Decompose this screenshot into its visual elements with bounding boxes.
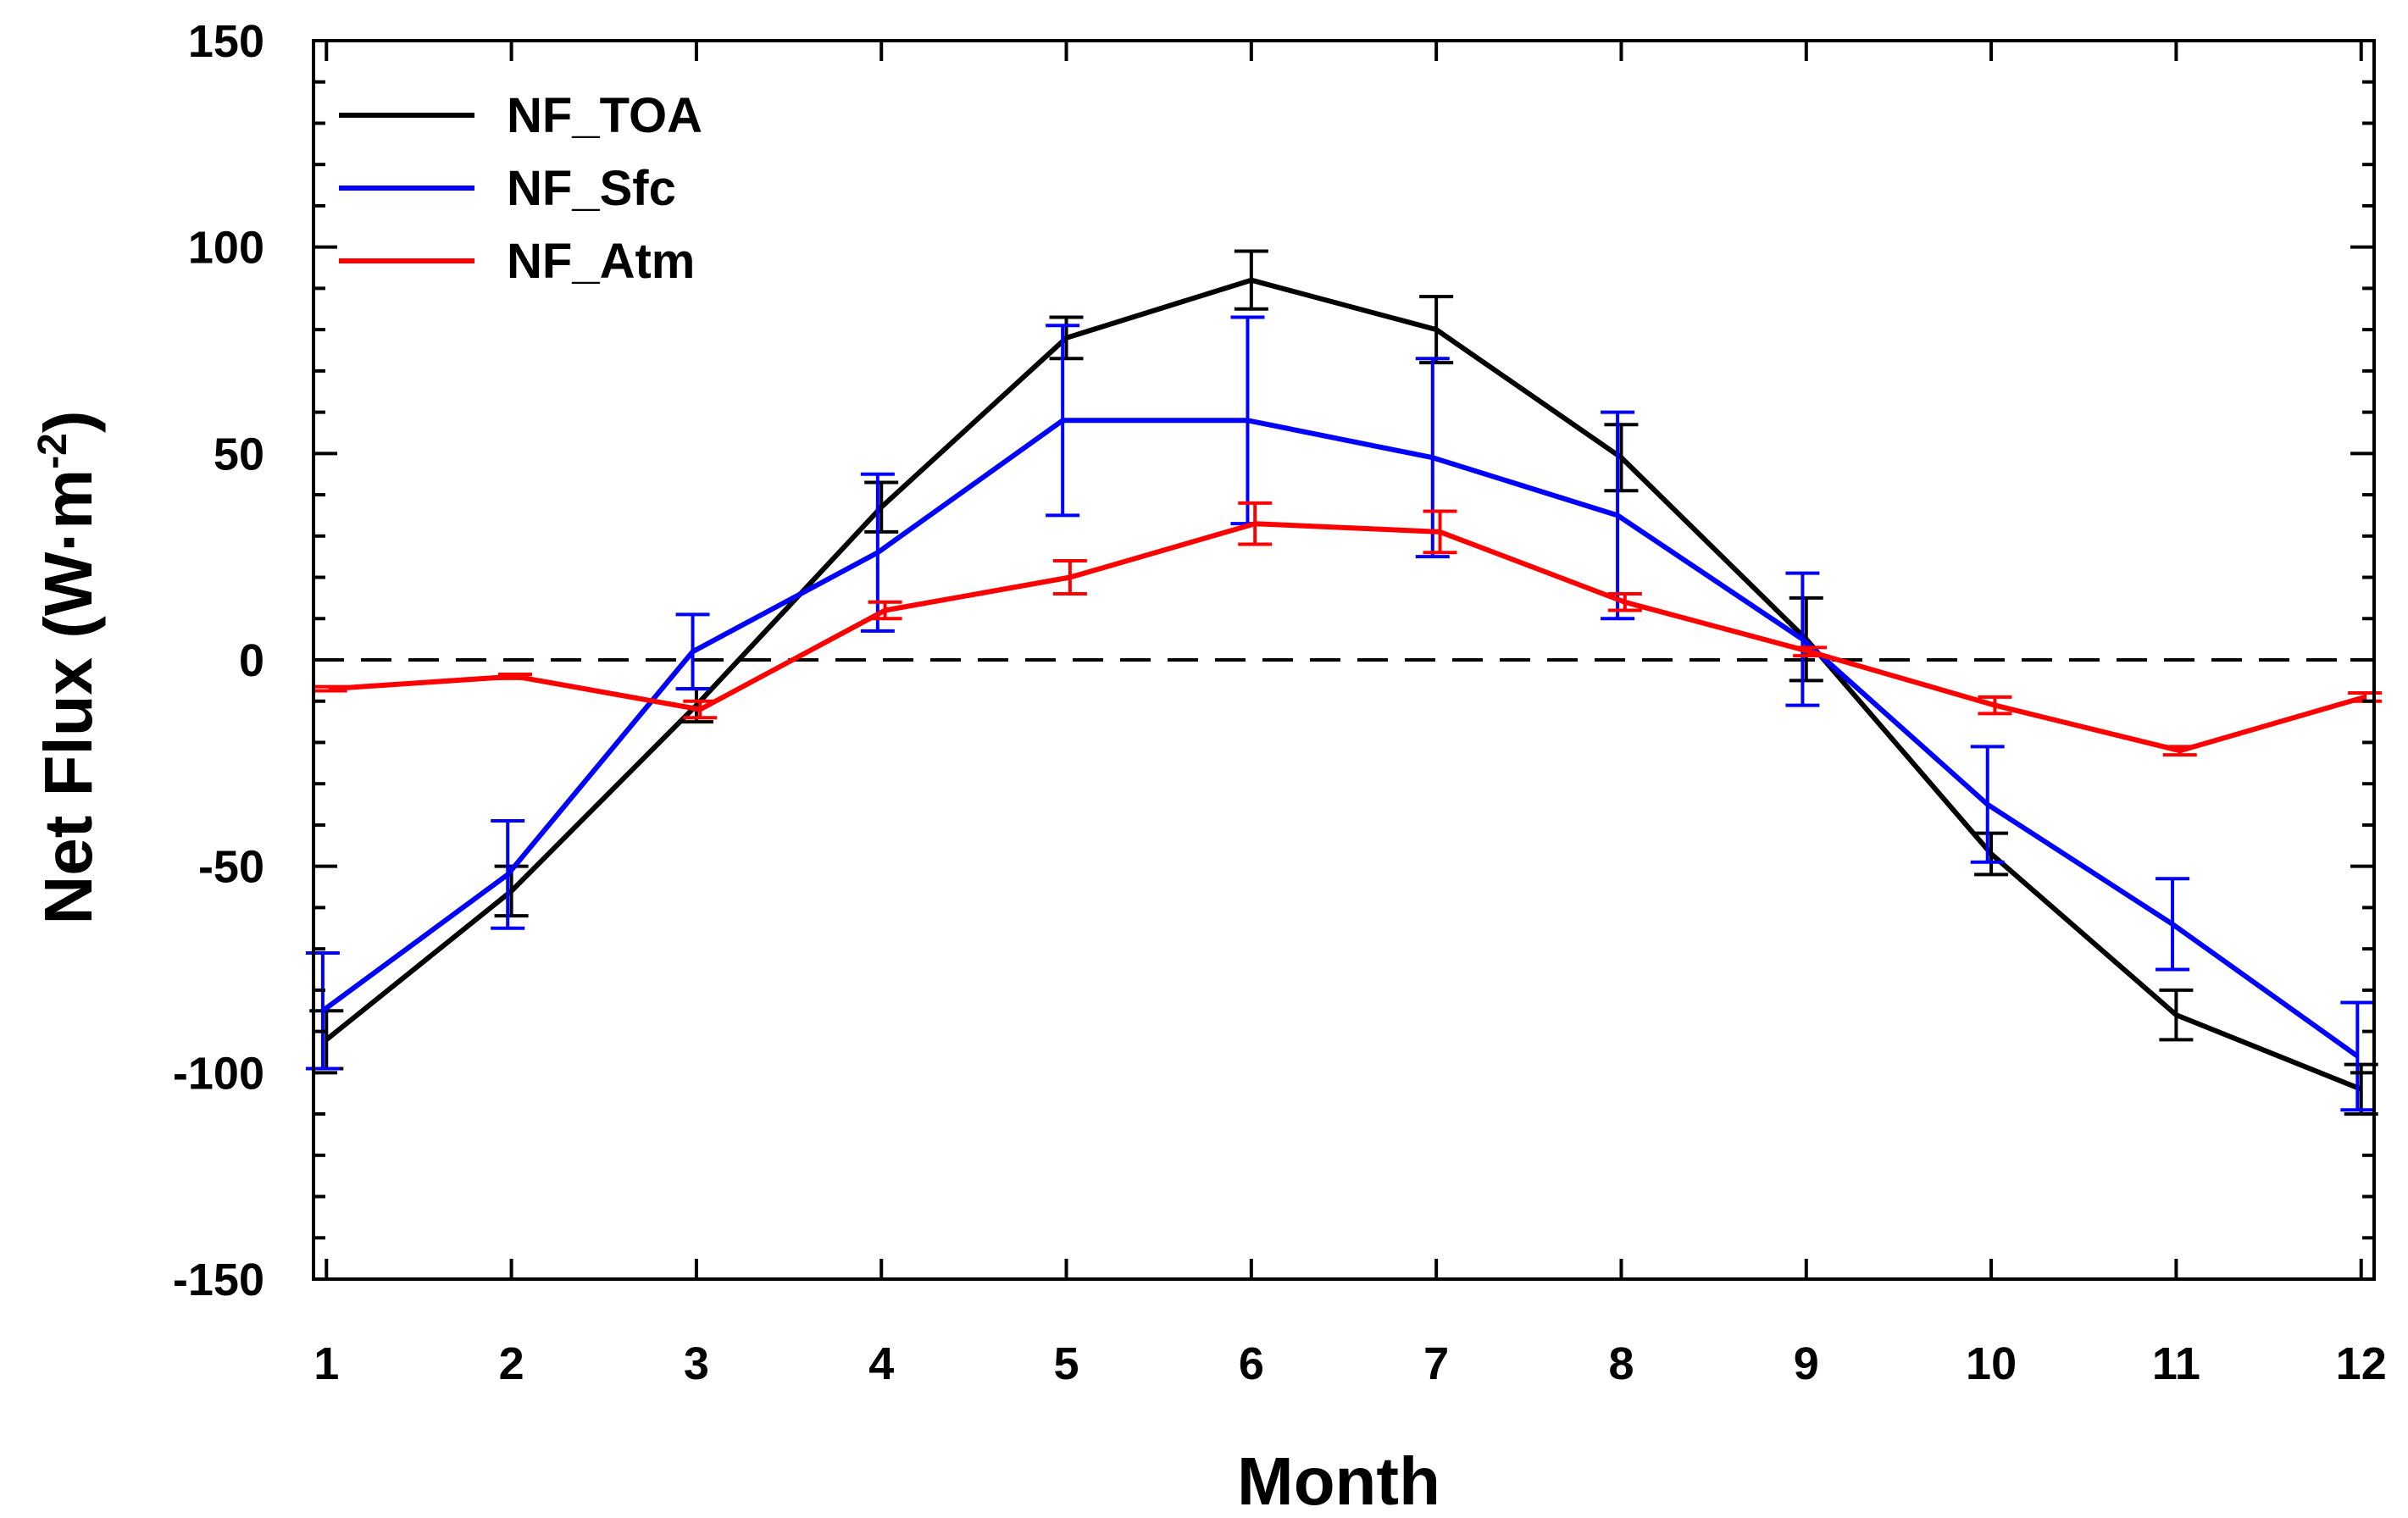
y-tick-label: -100 [173,1048,264,1099]
x-tick-label: 10 [1966,1338,2017,1389]
error-bar-nf-sfc-month-7 [1415,357,1450,559]
x-axis-title: Month [1237,1443,1440,1518]
series-nf-sfc [305,315,2375,1112]
error-bar-nf-atm-month-2 [497,673,532,680]
error-bar-nf-atm-month-1 [313,684,347,693]
y-axis-ticks: -150 -100 -50 0 50 100 150 [173,16,2374,1305]
legend-item-nf-sfc: NF_Sfc [339,161,676,216]
series-group [305,249,2383,1116]
error-bar-nf-toa-month-10 [1974,831,2009,877]
y-tick-label: 150 [188,16,264,67]
error-bar-nf-atm-month-5 [1052,559,1087,596]
error-bar-nf-atm-month-6 [1238,501,1273,546]
x-tick-label: 8 [1608,1338,1634,1389]
error-bar-nf-sfc-month-4 [860,472,895,633]
error-bar-nf-toa-month-4 [864,480,899,534]
legend: NF_TOA NF_Sfc NF_Atm [339,88,702,289]
series-line-nf-atm [330,521,2366,754]
series-nf-atm [313,501,2383,757]
x-axis-ticks: 1 2 3 4 5 6 7 8 9 10 11 12 [313,41,2387,1389]
error-bar-nf-sfc-month-1 [305,951,340,1071]
error-bar-nf-sfc-month-9 [1785,571,1820,707]
x-tick-label: 1 [313,1338,339,1389]
legend-label: NF_Atm [507,234,695,289]
error-bar-nf-sfc-month-3 [675,612,710,691]
series-line-nf-toa [325,277,2362,1092]
error-bar-nf-toa-month-11 [2159,988,2194,1042]
error-bar-nf-sfc-month-10 [1970,745,2005,864]
x-tick-label: 2 [499,1338,524,1389]
error-bar-nf-toa-month-7 [1419,295,1454,365]
y-axis-title-suffix: ) [31,410,106,433]
y-tick-label: 0 [239,635,264,686]
error-bar-nf-sfc-month-8 [1601,410,1635,621]
error-bar-nf-atm-month-4 [868,600,902,621]
error-bar-nf-atm-month-7 [1423,509,1457,555]
error-bar-nf-atm-month-3 [683,699,718,720]
error-bar-nf-atm-month-11 [2162,745,2197,757]
error-bar-nf-toa-month-8 [1604,423,1639,493]
legend-item-nf-toa: NF_TOA [339,88,702,143]
y-tick-label: -150 [173,1255,264,1305]
error-bar-nf-atm-month-9 [1793,645,1828,658]
x-tick-label: 3 [684,1338,709,1389]
x-tick-label: 9 [1794,1338,1819,1389]
x-tick-label: 11 [2152,1338,2200,1389]
error-bar-nf-sfc-month-11 [2156,877,2190,972]
y-axis-title-main: Net Flux (W·m [31,469,106,925]
y-axis-title: Net Flux (W·m-2) [31,410,106,924]
error-bar-nf-sfc-month-12 [2340,1000,2375,1112]
x-tick-label: 5 [1054,1338,1079,1389]
x-tick-label: 6 [1239,1338,1264,1389]
legend-item-nf-atm: NF_Atm [339,234,695,289]
x-tick-label: 12 [2336,1338,2387,1389]
error-bar-nf-toa-month-6 [1234,249,1268,311]
error-bar-nf-sfc-month-5 [1046,324,1080,518]
x-tick-label: 7 [1423,1338,1449,1389]
error-bar-nf-atm-month-10 [1978,695,2012,716]
y-tick-label: -50 [198,842,264,893]
y-axis-title-superscript: -2 [31,433,75,469]
y-tick-label: 100 [188,223,264,274]
error-bar-nf-sfc-month-2 [491,819,525,930]
error-bar-nf-toa-month-5 [1049,315,1084,361]
series-line-nf-sfc [321,418,2360,1059]
legend-label: NF_Sfc [507,161,676,216]
legend-label: NF_TOA [507,88,702,143]
x-tick-label: 4 [868,1338,894,1389]
y-tick-label: 50 [214,429,264,479]
series-nf-toa [309,249,2378,1116]
error-bar-nf-atm-month-8 [1607,592,1642,612]
